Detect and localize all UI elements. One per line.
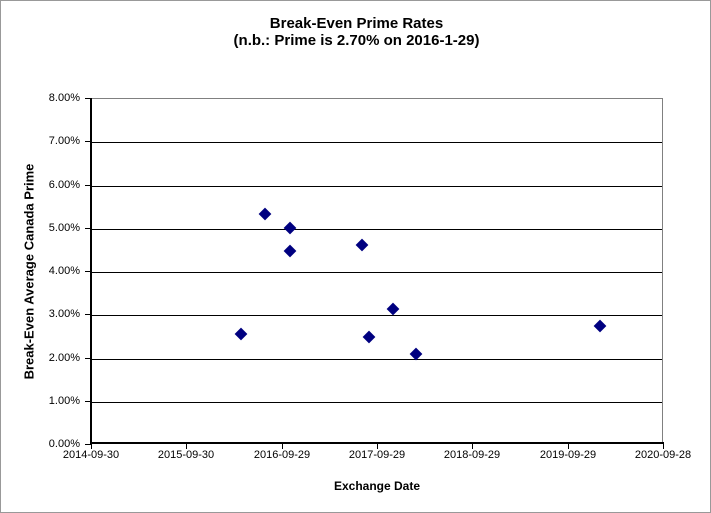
x-axis-tick (186, 444, 187, 449)
y-gridline (92, 402, 662, 403)
y-axis-tick (85, 401, 91, 402)
y-tick-label: 8.00% (48, 92, 80, 104)
plot-area (91, 98, 663, 444)
x-axis-tick (91, 444, 92, 449)
y-axis-tick (85, 444, 91, 445)
y-gridline (92, 315, 662, 316)
y-axis-tick (85, 314, 91, 315)
chart-title: Break-Even Prime Rates (269, 15, 444, 32)
x-tick-label: 2014-09-30 (62, 449, 120, 461)
y-tick-label: 5.00% (48, 222, 80, 234)
y-gridline (92, 229, 662, 230)
y-axis-tick (85, 271, 91, 272)
y-tick-label: 4.00% (48, 265, 80, 277)
y-axis-tick (85, 98, 91, 99)
y-tick-label: 6.00% (48, 179, 80, 191)
y-tick-label: 1.00% (48, 395, 80, 407)
x-axis-tick (663, 444, 664, 449)
x-tick-label: 2017-09-29 (348, 449, 406, 461)
x-axis-line (90, 442, 664, 444)
chart-title-block: Break-Even Prime Rates (n.b.: Prime is 2… (1, 15, 710, 49)
y-tick-label: 0.00% (48, 438, 80, 450)
x-axis-title: Exchange Date (333, 479, 421, 493)
y-axis-line (90, 98, 92, 444)
x-tick-label: 2015-09-30 (157, 449, 215, 461)
x-tick-label: 2020-09-28 (634, 449, 692, 461)
y-axis-tick (85, 141, 91, 142)
y-gridline (92, 359, 662, 360)
x-axis-tick (282, 444, 283, 449)
x-axis-tick (377, 444, 378, 449)
y-axis-tick (85, 358, 91, 359)
y-tick-label: 3.00% (48, 308, 80, 320)
y-tick-label: 2.00% (48, 352, 80, 364)
y-gridline (92, 272, 662, 273)
y-tick-label: 7.00% (48, 135, 80, 147)
y-gridline (92, 186, 662, 187)
y-axis-tick (85, 185, 91, 186)
x-tick-label: 2018-09-29 (443, 449, 501, 461)
y-axis-tick (85, 228, 91, 229)
x-tick-label: 2016-09-29 (253, 449, 311, 461)
chart-subtitle: (n.b.: Prime is 2.70% on 2016-1-29) (233, 32, 480, 49)
x-tick-label: 2019-09-29 (539, 449, 597, 461)
y-gridline (92, 142, 662, 143)
x-axis-tick (472, 444, 473, 449)
x-axis-tick (568, 444, 569, 449)
